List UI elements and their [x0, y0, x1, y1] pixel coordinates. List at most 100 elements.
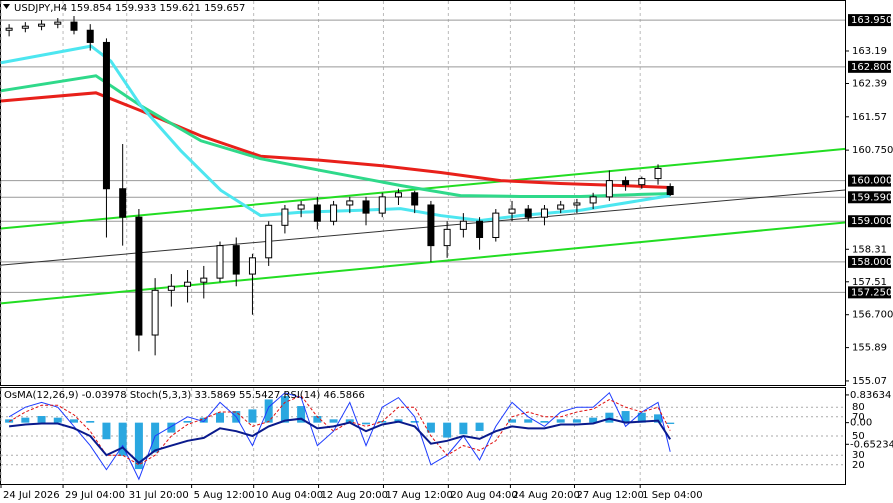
- osma-bar: [475, 422, 484, 431]
- candle-body: [265, 224, 273, 259]
- osma-bar: [53, 417, 62, 423]
- candle-body: [102, 41, 110, 190]
- level-label: 157.250: [851, 287, 892, 298]
- candle-body: [557, 204, 565, 210]
- osma-bar: [589, 417, 598, 423]
- x-tick-label: 29 Jul 04:00: [65, 490, 125, 501]
- level-label-box: [848, 191, 891, 204]
- osma-bar: [183, 420, 192, 423]
- osma-bar: [86, 420, 95, 423]
- candle-body: [86, 29, 94, 43]
- osma-bar: [199, 417, 208, 423]
- osma-bar: [70, 419, 79, 423]
- header-icon: [3, 4, 10, 9]
- candle-body: [248, 257, 256, 275]
- candle-body: [313, 204, 321, 222]
- moving-average: [0, 91, 671, 190]
- level-label: 162.800: [851, 62, 892, 73]
- candle-body: [524, 208, 532, 218]
- x-tick-label: 31 Jul 20:00: [129, 490, 189, 501]
- candle-body: [443, 228, 451, 247]
- candle-body: [622, 180, 630, 186]
- candle-body: [394, 192, 402, 198]
- candle-body: [330, 204, 338, 222]
- osma-bar: [426, 422, 435, 433]
- candle-body: [216, 245, 224, 279]
- level-label-box: [848, 60, 891, 73]
- candle-body: [21, 25, 29, 29]
- candle-body: [167, 285, 175, 291]
- osma-tick-label: -0.65234: [850, 439, 893, 450]
- candle-body: [540, 208, 548, 218]
- osma-tick-label: 0.83634: [850, 390, 891, 401]
- osma-bar: [134, 422, 143, 470]
- osma-bar: [524, 419, 533, 423]
- main-panel: [0, 0, 846, 386]
- level-label: 159.000: [851, 216, 892, 227]
- candle-body: [38, 23, 46, 27]
- candle-body: [5, 27, 13, 31]
- plot-layer: [0, 1, 891, 488]
- candle-body: [346, 200, 354, 206]
- candle-body: [459, 220, 467, 230]
- candle-body: [70, 21, 78, 31]
- osma-bar: [362, 422, 371, 425]
- y-tick-label: 155.07: [852, 376, 887, 387]
- level-label-box: [848, 286, 891, 299]
- osma-bar: [5, 419, 14, 423]
- osma-bar: [345, 419, 354, 423]
- osma-bar: [508, 419, 517, 423]
- candle-body: [151, 289, 159, 336]
- candle-body: [508, 208, 516, 214]
- oscillator-header: OsMA(12,26,9) -0.03978 Stoch(5,3,3) 33.5…: [4, 390, 365, 401]
- osma-bar: [37, 416, 46, 423]
- osma-bar: [264, 399, 273, 423]
- candle-body: [654, 167, 662, 180]
- y-tick-label: 162.39: [852, 78, 887, 89]
- candle-body: [476, 220, 484, 238]
- osma-bar: [443, 422, 452, 438]
- x-tick-label: 10 Aug 04:00: [256, 490, 323, 501]
- candle-body: [184, 281, 192, 287]
- osma-bar: [605, 412, 614, 423]
- candle-body: [135, 216, 143, 336]
- x-tick-label: 27 Aug 12:00: [576, 490, 643, 501]
- y-tick-label: 157.51: [852, 277, 887, 288]
- osma-bar: [216, 412, 225, 423]
- osma-bar: [621, 411, 630, 423]
- candle-body: [589, 196, 597, 204]
- x-tick-label: 12 Aug 20:00: [321, 490, 388, 501]
- level-label: 159.590: [851, 192, 892, 203]
- osma-bar: [329, 419, 338, 423]
- x-tick-label: 5 Aug 12:00: [194, 490, 255, 501]
- osma-bar: [167, 422, 176, 433]
- level-label-box: [848, 255, 891, 268]
- level-label: 160.000: [851, 176, 892, 187]
- osma-bar: [459, 422, 468, 435]
- candle-body: [638, 178, 646, 186]
- x-tick-label: 17 Aug 12:00: [385, 490, 452, 501]
- symbol-header: USDJPY,H4 159.854 159.933 159.621 159.65…: [14, 3, 245, 14]
- osma-bar: [556, 419, 565, 423]
- x-tick-label: 1 Sep 04:00: [642, 490, 702, 501]
- candle-body: [232, 245, 240, 275]
- candle-body: [297, 204, 305, 210]
- osma-bar: [654, 414, 663, 423]
- osma-bar: [666, 422, 675, 424]
- osc-tick-label: 30: [852, 450, 865, 461]
- level-label-box: [848, 215, 891, 228]
- y-tick-label: 155.89: [852, 343, 887, 354]
- osma-tick-label: 0.00: [850, 418, 872, 429]
- y-tick-label: 161.57: [852, 112, 887, 123]
- candle-body: [492, 212, 500, 238]
- candle-body: [200, 277, 208, 283]
- osma-bar: [280, 396, 289, 423]
- osma-bar: [540, 420, 549, 423]
- candle-body: [119, 188, 127, 218]
- x-tick-label: 24 Jul 2026: [3, 490, 60, 501]
- osma-bar: [102, 422, 111, 440]
- osc-tick-label: 20: [852, 460, 865, 471]
- candle-body: [54, 21, 62, 25]
- oscillator-line: [8, 417, 672, 465]
